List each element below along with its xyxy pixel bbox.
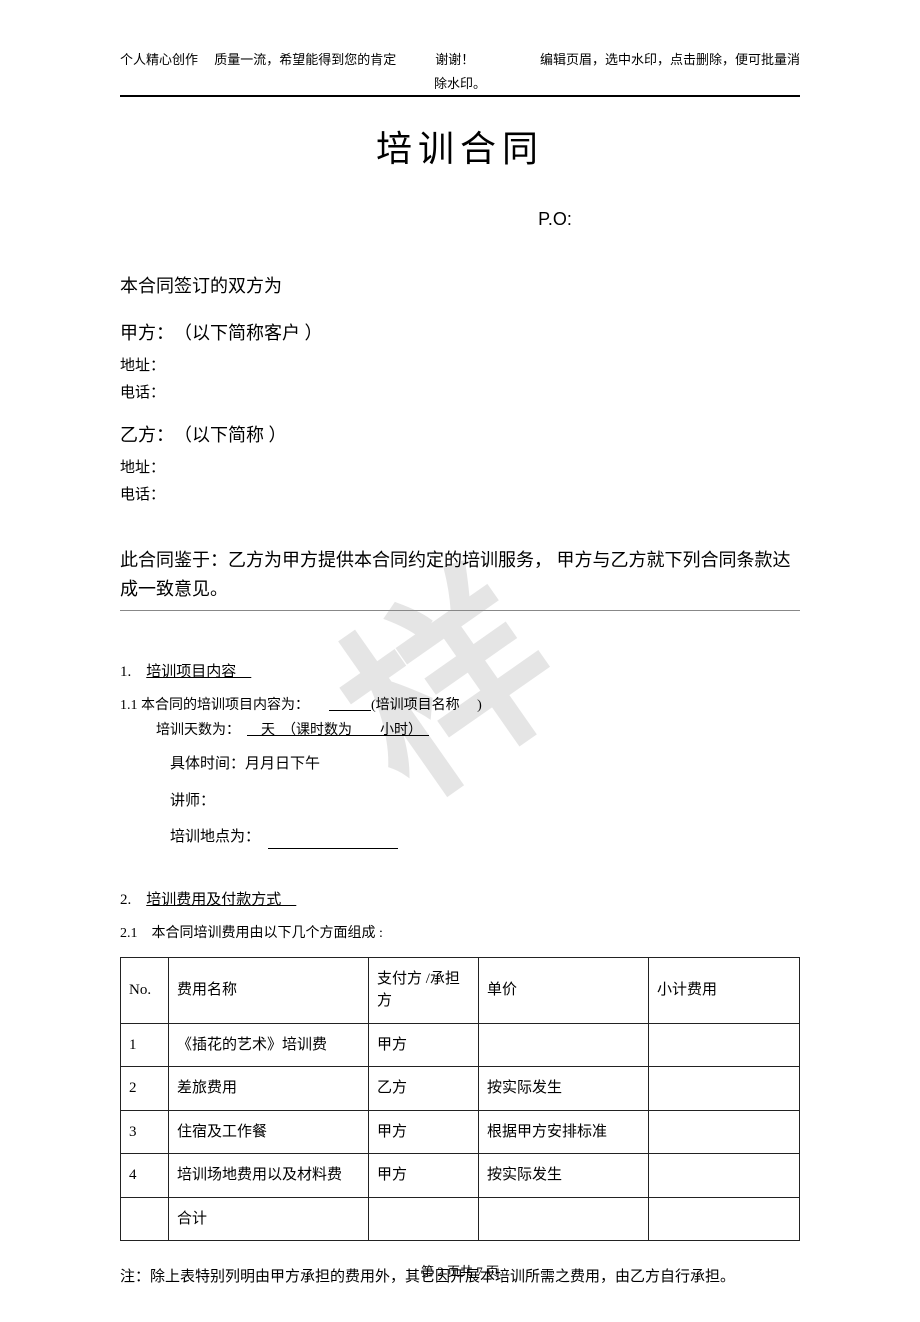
party-a-addr: 地址： (120, 355, 800, 378)
col-payer: 支付方 /承担方 (369, 957, 479, 1023)
party-a-label: 甲方： （以下简称客户 ） (120, 320, 800, 347)
cell: 甲方 (369, 1154, 479, 1198)
cell: 甲方 (369, 1110, 479, 1154)
item-1-1: 1.1 本合同的培训项目内容为： (培训项目名称 ) 培训天数为： 天 （课时数… (120, 693, 800, 743)
cell: 按实际发生 (479, 1154, 649, 1198)
cell: 根据甲方安排标准 (479, 1110, 649, 1154)
place-blank (268, 833, 398, 849)
header-rule (120, 95, 800, 97)
days-b: 天 （课时数为 (261, 723, 352, 738)
section2-heading: 2. 培训费用及付款方式 (120, 889, 800, 912)
col-name: 费用名称 (169, 957, 369, 1023)
table-note: 注：除上表特别列明由甲方承担的费用外，其它因开展本培训所需之费用，由乙方自行承担… (120, 1263, 800, 1292)
table-row: 2 差旅费用 乙方 按实际发生 (121, 1067, 800, 1111)
col-subtotal: 小计费用 (649, 957, 800, 1023)
time-row: 具体时间：月月日下午 (120, 753, 800, 776)
cell: 《插花的艺术》培训费 (169, 1023, 369, 1067)
col-no: No. (121, 957, 169, 1023)
fees-table: No. 费用名称 支付方 /承担方 单价 小计费用 1 《插花的艺术》培训费 甲… (120, 957, 800, 1242)
section1-num: 1. (120, 664, 146, 680)
cell (649, 1197, 800, 1241)
lecturer-row: 讲师： (120, 790, 800, 813)
days-c: 小时） (380, 723, 415, 738)
table-row: 3 住宿及工作餐 甲方 根据甲方安排标准 (121, 1110, 800, 1154)
section1-title: 培训项目内容 (146, 664, 251, 680)
item11-b: (培训项目名称 ) (371, 698, 482, 713)
preamble: 此合同鉴于：乙方为甲方提供本合同约定的培训服务， 甲方与乙方就下列合同条款达成一… (120, 546, 800, 604)
cell: 甲方 (369, 1023, 479, 1067)
party-b-block: 乙方： （以下简称 ） 地址： 电话： (120, 422, 800, 506)
cell: 住宿及工作餐 (169, 1110, 369, 1154)
cell: 培训场地费用以及材料费 (169, 1154, 369, 1198)
po-label: P.O: (120, 206, 800, 233)
cell: 3 (121, 1110, 169, 1154)
header-sub: 除水印。 (120, 74, 800, 94)
cell: 差旅费用 (169, 1067, 369, 1111)
place-row: 培训地点为： (120, 826, 800, 849)
cell (479, 1023, 649, 1067)
document-title: 培训合同 (120, 122, 800, 176)
section1-heading: 1. 培训项目内容 (120, 661, 800, 684)
cell: 2 (121, 1067, 169, 1111)
section2-num: 2. (120, 892, 146, 908)
place-label: 培训地点为： (170, 829, 253, 845)
party-a-block: 甲方： （以下简称客户 ） 地址： 电话： (120, 320, 800, 404)
cell (649, 1110, 800, 1154)
cell (649, 1067, 800, 1111)
party-b-tel: 电话： (120, 484, 800, 507)
cell (649, 1023, 800, 1067)
cell: 1 (121, 1023, 169, 1067)
cell (369, 1197, 479, 1241)
table-row-total: 合计 (121, 1197, 800, 1241)
party-a-tel: 电话： (120, 382, 800, 405)
intro-text: 本合同签订的双方为 (120, 273, 800, 300)
item11-a: 1.1 本合同的培训项目内容为： (120, 698, 309, 713)
party-b-label: 乙方： （以下简称 ） (120, 422, 800, 449)
party-b-addr: 地址： (120, 457, 800, 480)
days-a: 培训天数为： (156, 723, 233, 738)
header-right: 编辑页眉，选中水印，点击删除，便可批量消 (540, 50, 800, 70)
cell: 4 (121, 1154, 169, 1198)
preamble-rule (120, 610, 800, 611)
item-2-1: 2.1 本合同培训费用由以下几个方面组成 : (120, 921, 800, 946)
cell: 按实际发生 (479, 1067, 649, 1111)
page-header: 个人精心创作 质量一流，希望能得到您的肯定 谢谢！ 编辑页眉，选中水印，点击删除… (120, 50, 800, 70)
cell (121, 1197, 169, 1241)
cell: 乙方 (369, 1067, 479, 1111)
header-left: 个人精心创作 质量一流，希望能得到您的肯定 谢谢！ (120, 50, 474, 70)
cell (649, 1154, 800, 1198)
col-unit: 单价 (479, 957, 649, 1023)
cell: 合计 (169, 1197, 369, 1241)
cell (479, 1197, 649, 1241)
table-header-row: No. 费用名称 支付方 /承担方 单价 小计费用 (121, 957, 800, 1023)
page-content: 个人精心创作 质量一流，希望能得到您的肯定 谢谢！ 编辑页眉，选中水印，点击删除… (0, 0, 920, 1322)
table-row: 4 培训场地费用以及材料费 甲方 按实际发生 (121, 1154, 800, 1198)
section2-title: 培训费用及付款方式 (146, 892, 296, 908)
table-row: 1 《插花的艺术》培训费 甲方 (121, 1023, 800, 1067)
